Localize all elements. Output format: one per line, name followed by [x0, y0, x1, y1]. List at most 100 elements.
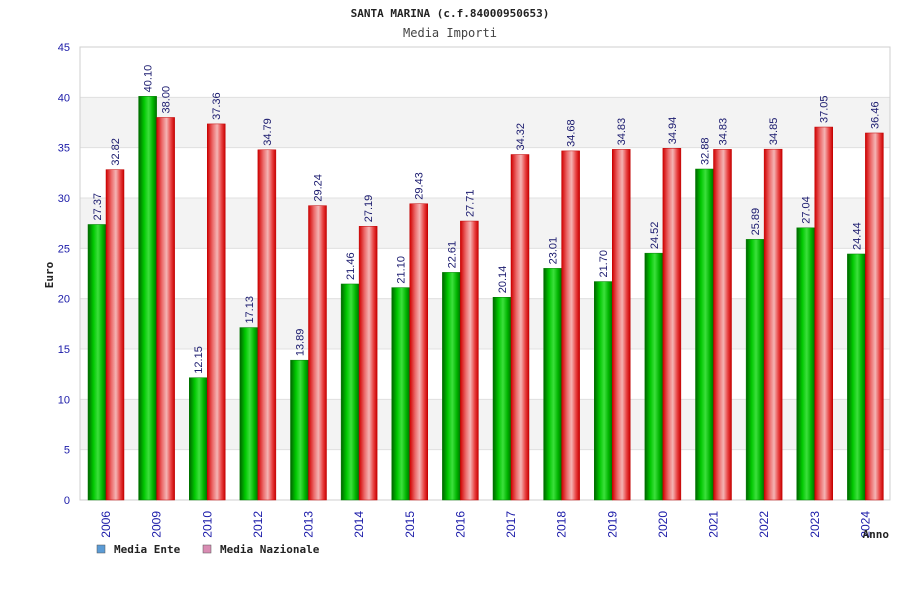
y-tick-label: 20: [58, 294, 70, 306]
x-tick-label: 2012: [251, 511, 265, 538]
bar-media-nazionale: [662, 148, 682, 501]
y-tick-label: 45: [58, 42, 70, 54]
legend-swatch-media-nazionale: [202, 544, 212, 554]
y-tick-label: 5: [64, 445, 70, 457]
x-tick-label: 2006: [99, 511, 113, 538]
legend-swatch-media-ente: [96, 544, 106, 554]
data-label: 25.89: [750, 208, 762, 236]
data-label: 40.10: [143, 65, 155, 93]
bar-media-ente: [847, 253, 866, 501]
data-label: 13.89: [295, 329, 307, 357]
y-tick-label: 15: [58, 344, 70, 356]
data-label: 27.37: [92, 193, 104, 221]
legend-item-media-ente: Media Ente: [96, 543, 181, 556]
data-label: 24.44: [851, 222, 863, 250]
x-tick-label: 2014: [352, 511, 366, 538]
data-label: 34.79: [262, 118, 274, 146]
grid-band: [80, 47, 890, 98]
bar-media-ente: [340, 283, 360, 501]
bar-media-nazionale: [105, 169, 125, 501]
bar-media-nazionale: [612, 149, 631, 501]
x-tick-label: 2021: [707, 511, 721, 538]
x-tick-label: 2009: [150, 511, 164, 538]
bar-media-nazionale: [713, 149, 732, 501]
bar-media-nazionale: [763, 148, 783, 501]
data-label: 21.10: [396, 256, 408, 284]
data-label: 32.88: [700, 137, 712, 165]
bar-media-ente: [442, 272, 461, 501]
bar-media-ente: [594, 281, 613, 501]
data-label: 34.68: [566, 119, 578, 147]
data-label: 21.70: [598, 250, 610, 278]
legend-item-media-nazionale: Media Nazionale: [202, 543, 320, 556]
bars: [87, 96, 884, 501]
legend: Media Ente Media Nazionale: [96, 543, 320, 556]
bar-media-nazionale: [409, 203, 428, 501]
data-label: 22.61: [446, 241, 458, 269]
data-label: 20.14: [497, 266, 509, 294]
x-tick-label: 2013: [302, 511, 316, 538]
data-label: 29.24: [313, 174, 325, 202]
bar-media-ente: [189, 377, 208, 501]
x-tick-label: 2016: [453, 511, 467, 538]
data-label: 38.00: [161, 86, 173, 114]
bar-media-ente: [492, 297, 512, 501]
data-label: 27.19: [363, 195, 375, 223]
data-label: 36.46: [869, 101, 881, 129]
bar-media-nazionale: [308, 205, 327, 501]
x-tick-label: 2024: [858, 511, 872, 538]
chart-subtitle: Media Importi: [403, 26, 497, 40]
x-tick-label: 2023: [808, 511, 822, 538]
y-tick-label: 30: [58, 193, 70, 205]
data-label: 29.43: [414, 172, 426, 200]
data-label: 12.15: [193, 346, 205, 374]
bar-media-ente: [796, 227, 815, 501]
x-tick-label: 2015: [403, 511, 417, 538]
bar-media-ente: [391, 287, 410, 501]
bar-media-ente: [543, 268, 562, 501]
bar-media-ente: [644, 252, 664, 501]
x-axis-ticks: 2006 2009 2010 2012 2013 2014 2015 2016 2017 2018…: [99, 511, 872, 538]
y-tick-label: 25: [58, 243, 70, 255]
bar-media-nazionale: [358, 226, 378, 501]
bar-media-ente: [138, 96, 157, 501]
data-label: 34.83: [616, 118, 628, 146]
x-axis-title: Anno: [863, 528, 890, 541]
data-label: 34.85: [768, 118, 780, 146]
data-label: 34.32: [515, 123, 527, 151]
bar-media-nazionale: [865, 132, 884, 501]
bar-media-nazionale: [207, 123, 226, 501]
bar-media-nazionale: [257, 149, 277, 501]
data-label: 23.01: [548, 237, 560, 265]
y-tick-label: 35: [58, 143, 70, 155]
bar-media-ente: [745, 239, 765, 501]
bar-media-ente: [290, 359, 309, 501]
y-axis-title: Euro: [43, 261, 56, 288]
plot-frame: [79, 46, 891, 501]
data-label: 37.36: [211, 92, 223, 120]
data-label: 37.05: [819, 95, 831, 123]
x-tick-label: 2020: [656, 511, 670, 538]
data-label: 24.52: [649, 222, 661, 250]
chart-title: SANTA MARINA (c.f.84000950653): [351, 7, 550, 20]
legend-label-media-nazionale: Media Nazionale: [220, 543, 320, 556]
bar-media-nazionale: [814, 126, 833, 501]
x-tick-label: 2019: [605, 511, 619, 538]
x-tick-label: 2018: [555, 511, 569, 538]
bar-media-nazionale: [156, 117, 175, 501]
data-label: 34.94: [667, 117, 679, 145]
bar-media-ente: [87, 224, 107, 501]
y-tick-label: 10: [58, 394, 70, 406]
bar-media-nazionale: [510, 154, 530, 501]
x-tick-label: 2010: [200, 511, 214, 538]
y-tick-label: 0: [64, 495, 70, 507]
data-labels: 27.37 32.82 40.10 38.00 12.15 37.36 17.13 34.79…: [92, 65, 881, 374]
bar-media-ente: [695, 168, 714, 501]
data-label: 21.46: [345, 252, 357, 280]
y-axis-ticks: 0 5 10 15 20 25 30 35 40 45: [58, 42, 70, 507]
bar-media-ente: [239, 327, 259, 501]
x-tick-label: 2022: [757, 511, 771, 538]
data-label: 27.71: [464, 190, 476, 218]
y-tick-label: 40: [58, 92, 70, 104]
